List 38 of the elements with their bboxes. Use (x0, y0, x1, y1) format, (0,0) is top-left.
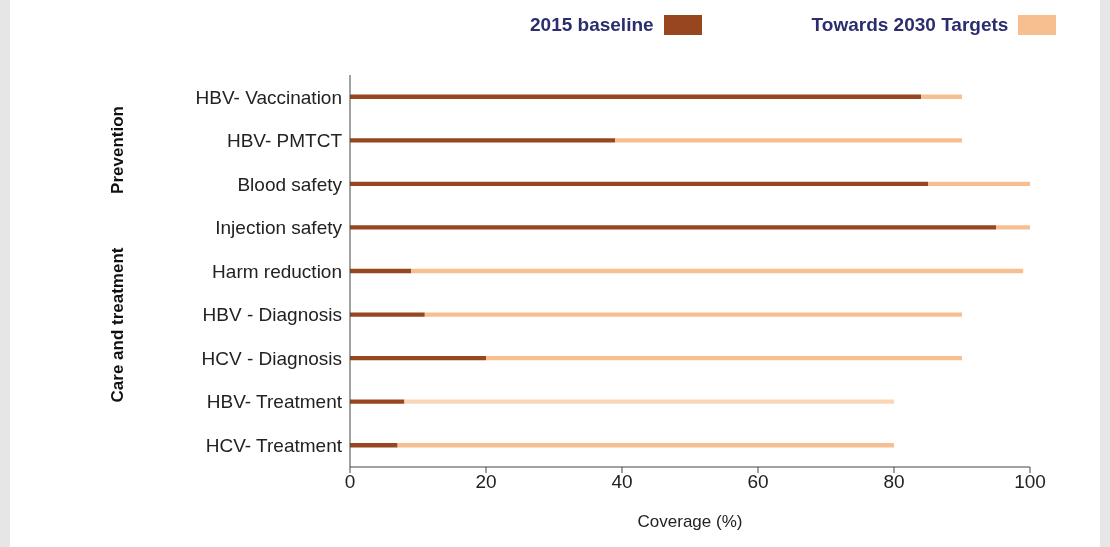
bar (486, 355, 962, 361)
bar (350, 399, 405, 404)
bar (424, 312, 962, 317)
bar (928, 181, 1030, 187)
y-tick-label: HBV- Treatment (206, 391, 343, 413)
bar (350, 268, 412, 274)
bar (350, 181, 928, 187)
bar (350, 312, 425, 317)
legend-label: 2015 baseline (530, 14, 654, 36)
y-tick-label: HBV- Vaccination (195, 86, 342, 108)
legend-label: Towards 2030 Targets (811, 14, 1009, 36)
bar (350, 443, 398, 448)
text: Care and treatment (108, 247, 128, 403)
y-tick-label: HBV- PMTCT (226, 130, 343, 152)
y-tick-label: HCV- Treatment (205, 434, 343, 456)
bar (350, 94, 922, 99)
x-tick-label: 60 (747, 471, 769, 493)
x-axis-title: Coverage (%) (637, 512, 743, 531)
bar (411, 268, 1024, 274)
bar (350, 225, 996, 230)
x-tick-label: 20 (475, 471, 497, 493)
x-tick-label: 0 (344, 471, 356, 493)
bar (996, 225, 1030, 230)
bar (404, 399, 894, 404)
bar (350, 355, 486, 361)
x-tick-label: 40 (611, 471, 633, 493)
bar (350, 138, 616, 143)
y-tick-label: Blood safety (237, 173, 343, 195)
bar (921, 94, 962, 99)
bar (615, 138, 962, 143)
y-tick-label: Harm reduction (212, 260, 342, 282)
x-tick-label: 100 (1014, 471, 1046, 493)
y-tick-label: Injection safety (215, 217, 343, 239)
bar (397, 443, 894, 448)
x-tick-label: 80 (883, 471, 905, 493)
y-tick-label: HBV - Diagnosis (202, 304, 342, 326)
text: Prevention (108, 106, 128, 194)
y-tick-label: HCV - Diagnosis (201, 347, 342, 369)
